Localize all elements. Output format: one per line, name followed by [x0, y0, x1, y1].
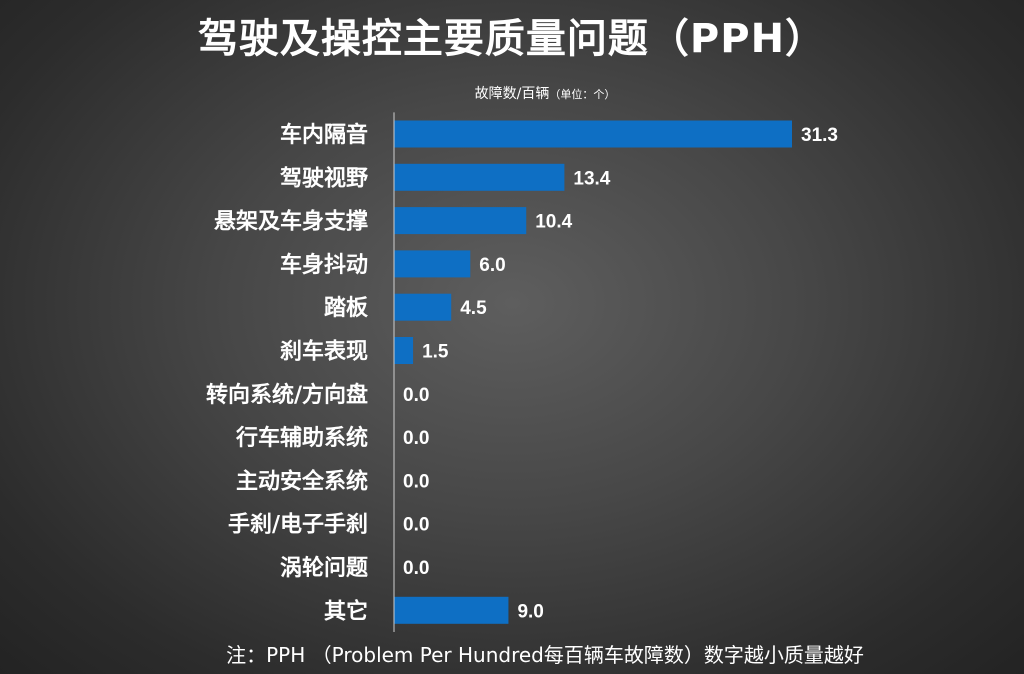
- bar: [394, 163, 565, 191]
- category-label: 主动安全系统: [236, 468, 368, 494]
- value-label: 0.0: [403, 558, 429, 579]
- axis-unit-label: 故障数/百辆（单位：个）: [0, 84, 1024, 105]
- value-label: 13.4: [573, 168, 610, 189]
- category-label: 刹车表现: [280, 339, 368, 365]
- value-label: 0.0: [403, 471, 429, 492]
- value-label: 4.5: [460, 298, 487, 319]
- bar: [394, 250, 471, 278]
- value-label: 0.0: [403, 515, 429, 536]
- value-label: 0.0: [403, 385, 429, 406]
- category-label: 踏板: [324, 296, 369, 321]
- value-label: 10.4: [535, 212, 572, 233]
- value-label: 0.0: [403, 428, 429, 449]
- category-label: 驾驶视野: [280, 165, 368, 191]
- category-label: 车身抖动: [280, 252, 368, 278]
- bar: [394, 120, 792, 148]
- bar: [394, 207, 527, 235]
- unit-note: （单位：个）: [549, 88, 616, 101]
- category-label: 涡轮问题: [280, 555, 369, 581]
- category-label: 悬架及车身支撑: [214, 209, 368, 235]
- category-label: 其它: [324, 598, 368, 624]
- bar: [394, 337, 414, 364]
- value-label: 6.0: [479, 255, 505, 276]
- value-label: 9.0: [517, 601, 543, 622]
- category-label: 手刹/电子手刹: [228, 513, 368, 538]
- chart-title: 驾驶及操控主要质量问题（PPH）: [197, 16, 827, 62]
- category-label: 转向系统/方向盘: [206, 382, 368, 408]
- bar: [394, 293, 452, 321]
- footnote: 注：PPH （Problem Per Hundred每百辆车故障数）数字越小质量…: [226, 643, 864, 667]
- bar: [394, 596, 509, 624]
- value-label: 31.3: [801, 125, 838, 146]
- category-label: 行车辅助系统: [235, 425, 368, 451]
- axis-label: 故障数/百辆: [474, 86, 550, 102]
- category-label: 车内隔音: [280, 122, 368, 148]
- value-label: 1.5: [422, 342, 449, 363]
